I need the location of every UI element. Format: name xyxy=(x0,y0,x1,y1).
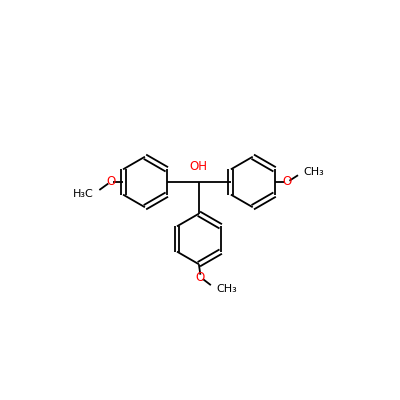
Text: O: O xyxy=(196,271,205,284)
Text: OH: OH xyxy=(190,160,208,173)
Text: CH₃: CH₃ xyxy=(216,284,237,294)
Text: O: O xyxy=(282,176,292,188)
Text: H₃C: H₃C xyxy=(72,189,93,199)
Text: CH₃: CH₃ xyxy=(304,167,324,177)
Text: O: O xyxy=(106,176,115,188)
